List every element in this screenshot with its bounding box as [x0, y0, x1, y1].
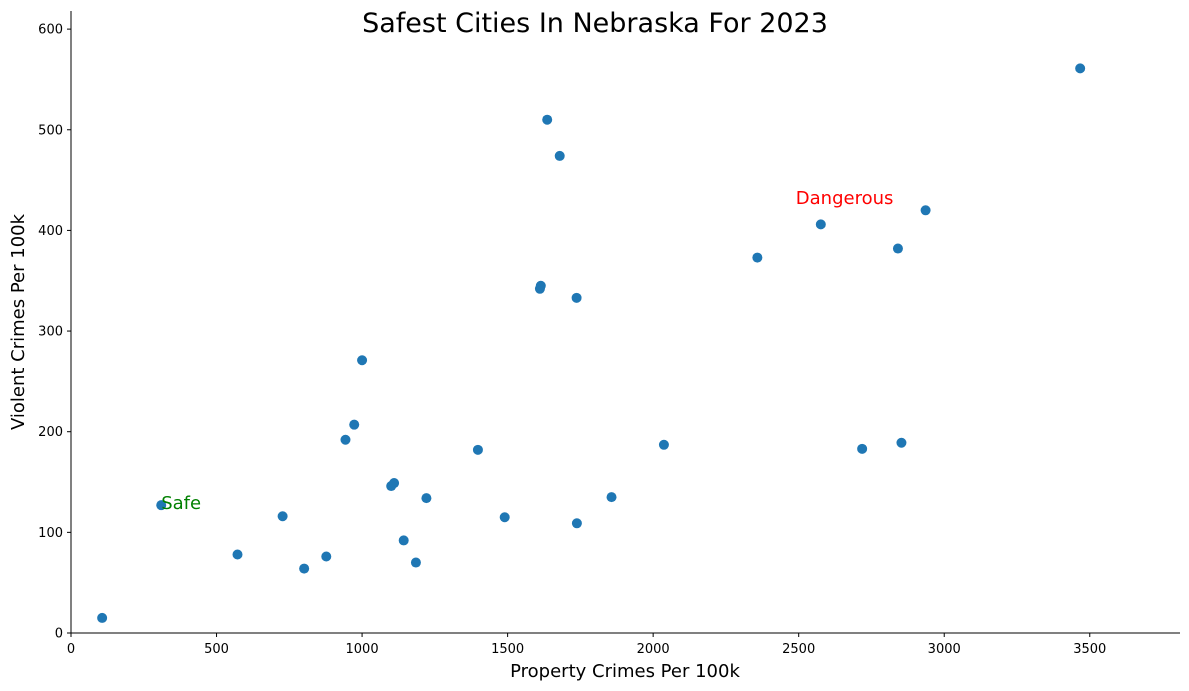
data-point [156, 500, 167, 511]
data-point [472, 444, 483, 455]
data-point [321, 551, 332, 562]
data-points [97, 63, 1086, 623]
data-point [571, 292, 582, 303]
data-point [349, 419, 360, 430]
data-point [606, 492, 617, 503]
y-tick-label: 0 [55, 627, 63, 642]
x-tick-label: 1000 [346, 642, 379, 657]
y-axis-ticks: 0 100 200 300 400 500 600 [38, 23, 71, 642]
data-point [389, 478, 400, 489]
y-tick-label: 100 [38, 526, 63, 541]
x-tick-label: 0 [67, 642, 75, 657]
x-tick-label: 2000 [637, 642, 670, 657]
x-tick-label: 3000 [928, 642, 961, 657]
data-point [815, 219, 826, 230]
data-point [340, 434, 351, 445]
x-tick-label: 500 [204, 642, 229, 657]
x-axis-ticks: 0 500 1000 1500 2000 2500 3000 3500 [67, 633, 1106, 657]
x-axis-title: Property Crimes Per 100k [510, 661, 740, 682]
data-point [499, 512, 510, 523]
data-point [535, 280, 546, 291]
data-point [896, 437, 907, 448]
data-point [554, 150, 565, 161]
annotations: Safe Dangerous [161, 188, 893, 514]
data-point [1075, 63, 1086, 74]
data-point [97, 612, 108, 623]
y-tick-label: 200 [38, 425, 63, 440]
data-point [421, 493, 432, 504]
x-tick-label: 3500 [1073, 642, 1106, 657]
data-point [857, 443, 868, 454]
data-point [410, 557, 421, 568]
chart-title: Safest Cities In Nebraska For 2023 [362, 8, 828, 39]
data-point [920, 205, 931, 216]
data-point [752, 252, 763, 263]
data-point [892, 243, 903, 254]
data-point [277, 511, 288, 522]
data-point [571, 518, 582, 529]
x-tick-label: 1500 [491, 642, 524, 657]
data-point [398, 535, 409, 546]
data-point [658, 439, 669, 450]
y-tick-label: 600 [38, 23, 63, 38]
data-point [232, 549, 243, 560]
y-tick-label: 400 [38, 224, 63, 239]
y-tick-label: 300 [38, 325, 63, 340]
y-tick-label: 500 [38, 123, 63, 138]
y-axis-title: Violent Crimes Per 100k [8, 213, 29, 430]
annotation-label: Dangerous [796, 188, 894, 209]
x-tick-label: 2500 [782, 642, 815, 657]
annotation-label: Safe [161, 493, 201, 514]
data-point [542, 114, 553, 125]
data-point [299, 563, 310, 574]
data-point [357, 355, 368, 366]
